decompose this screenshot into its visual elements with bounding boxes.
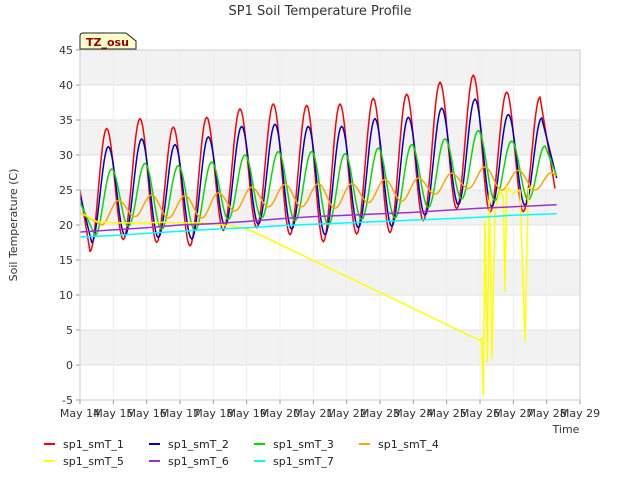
x-tick-label: May 20 [260, 407, 300, 420]
x-tick-label: May 28 [527, 407, 567, 420]
y-tick-label: 35 [59, 114, 73, 127]
x-tick-label: May 23 [360, 407, 400, 420]
y-tick-label: 10 [59, 289, 73, 302]
y-tick-label: 45 [59, 44, 73, 57]
grid-band [80, 260, 580, 295]
x-tick-label: May 15 [93, 407, 133, 420]
grid-band [80, 50, 580, 85]
x-tick-label: May 21 [293, 407, 333, 420]
x-tick-label: May 24 [393, 407, 433, 420]
x-tick-label: May 17 [160, 407, 200, 420]
x-axis-title: Time [552, 423, 580, 436]
x-tick-label: May 16 [127, 407, 167, 420]
legend-label: sp1_smT_1 [63, 438, 124, 451]
series-line-sp1_smT_4 [79, 166, 558, 226]
x-tick-label: May 14 [60, 407, 100, 420]
series-line-sp1_smT_2 [79, 98, 558, 244]
y-tick-label: 15 [59, 254, 73, 267]
legend-label: sp1_smT_5 [63, 455, 124, 468]
legend-label: sp1_smT_4 [378, 438, 439, 451]
grid-band [80, 120, 580, 155]
series-line-sp1_smT_1 [79, 74, 556, 253]
y-tick-label: -5 [62, 394, 73, 407]
x-tick-label: May 26 [460, 407, 500, 420]
plot-frame [79, 49, 581, 401]
legend-label: sp1_smT_6 [168, 455, 229, 468]
x-tick-label: May 25 [427, 407, 467, 420]
series-line-sp1_smT_5 [79, 185, 534, 396]
legend-label: sp1_smT_7 [273, 455, 334, 468]
series-line-sp1_smT_6 [79, 203, 557, 233]
chart-title: SP1 Soil Temperature Profile [229, 4, 412, 19]
legend-label: sp1_smT_2 [168, 438, 229, 451]
y-axis-title: Soil Temperature (C) [7, 169, 20, 282]
x-tick-label: May 18 [193, 407, 233, 420]
series-lines [79, 74, 558, 396]
site-badge-label: TZ_osu [86, 36, 129, 49]
y-tick-label: 0 [66, 359, 73, 372]
series-line-sp1_smT_7 [79, 213, 557, 238]
site-badge: TZ_osu [79, 32, 137, 50]
series-line-sp1_smT_3 [79, 129, 558, 237]
x-tick-label: May 22 [327, 407, 367, 420]
y-tick-label: 30 [59, 149, 73, 162]
y-tick-label: 40 [59, 79, 73, 92]
y-tick-label: 20 [59, 219, 73, 232]
x-tick-label: May 27 [493, 407, 533, 420]
legend: sp1_smT_1 sp1_smT_2 sp1_smT_3 sp1_smT_4 sp1_… [44, 438, 439, 468]
legend-label: sp1_smT_3 [273, 438, 334, 451]
grid-band [80, 330, 580, 365]
y-tick-label: 25 [59, 184, 73, 197]
y-tick-label: 5 [66, 324, 73, 337]
x-tick-label: May 29 [560, 407, 600, 420]
x-tick-label: May 19 [227, 407, 267, 420]
site-badge-shape [79, 32, 137, 50]
